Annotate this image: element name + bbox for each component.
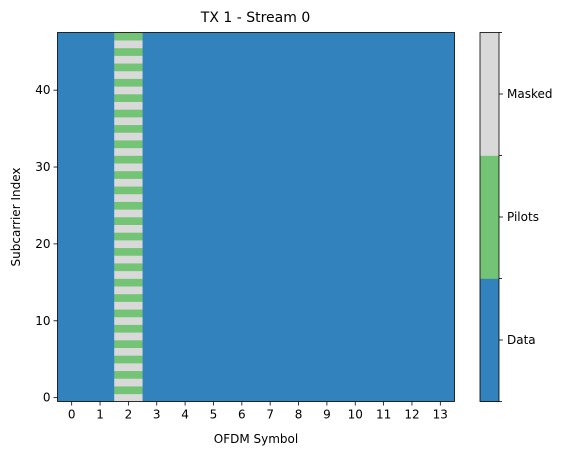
grid-cell	[114, 117, 143, 126]
x-tick-label: 13	[433, 408, 448, 422]
colorbar-label: Data	[507, 333, 536, 347]
grid-cell	[114, 340, 143, 348]
grid-cell	[114, 286, 143, 295]
y-tick-label: 10	[35, 314, 50, 328]
x-tick-label: 9	[323, 408, 331, 422]
grid-cell	[114, 255, 143, 264]
y-tick-label: 30	[35, 160, 50, 174]
x-tick-label: 0	[68, 408, 76, 422]
grid-cell	[114, 186, 143, 195]
grid-cell	[114, 270, 143, 279]
grid-cell	[114, 55, 143, 64]
grid-cell	[114, 224, 143, 233]
grid-cell	[114, 332, 143, 341]
grid-cell	[114, 355, 143, 364]
grid-cell	[114, 370, 143, 379]
grid-cell	[114, 32, 143, 41]
grid-cell	[114, 124, 143, 133]
grid-cell	[114, 78, 143, 87]
colorbar: Data Pilots Masked	[480, 32, 552, 402]
grid-cell	[114, 263, 143, 272]
grid-cell	[114, 217, 143, 225]
x-tick-label: 5	[210, 408, 218, 422]
x-tick-label: 3	[153, 408, 161, 422]
grid-cell	[114, 163, 143, 172]
grid-cell	[114, 363, 143, 372]
grid-cell	[114, 278, 143, 287]
grid-cell	[114, 393, 143, 402]
grid-cell	[114, 386, 143, 395]
grid-cell	[114, 301, 143, 310]
grid-cell	[114, 240, 143, 249]
grid-cell	[114, 155, 143, 164]
grid-cell	[114, 140, 143, 149]
x-tick-label: 12	[404, 408, 419, 422]
grid-cell	[114, 63, 143, 72]
y-tick-label: 0	[43, 391, 51, 405]
heatmap-cells	[57, 32, 455, 402]
x-tick-label: 4	[181, 408, 189, 422]
y-tick-label: 20	[35, 237, 50, 251]
grid-cell	[114, 101, 143, 110]
grid-cell	[114, 347, 143, 356]
x-axis-ticks: 0 1 2 3 4 5 6 7 8 9 10 11 12 13	[68, 401, 448, 422]
grid-cell	[114, 378, 143, 387]
x-tick-label: 7	[266, 408, 274, 422]
grid-cell	[114, 47, 143, 56]
x-axis-label: OFDM Symbol	[214, 432, 298, 446]
grid-cell	[114, 247, 143, 256]
grid-cell	[114, 232, 143, 241]
colorbar-segment-pilots	[480, 155, 499, 279]
colorbar-label: Masked	[507, 87, 552, 101]
plot-frame	[57, 32, 455, 402]
grid-cell	[114, 316, 143, 325]
x-tick-label: 8	[295, 408, 303, 422]
x-tick-label: 11	[376, 408, 391, 422]
y-axis-ticks: 0 10 20 30 40	[35, 83, 58, 405]
grid-cell	[114, 147, 143, 156]
grid-cell	[114, 201, 143, 210]
x-tick-label: 10	[348, 408, 363, 422]
chart-title: TX 1 - Stream 0	[200, 10, 310, 26]
grid-cell	[114, 193, 143, 202]
x-tick-label: 1	[96, 408, 104, 422]
grid-cell	[114, 293, 143, 302]
colorbar-frame	[479, 32, 500, 402]
grid-cell	[114, 309, 143, 318]
y-tick-label: 40	[35, 83, 50, 97]
grid-cell	[114, 70, 143, 79]
x-tick-label: 6	[238, 408, 246, 422]
grid-cell	[114, 94, 143, 102]
grid-cell	[114, 324, 143, 333]
colorbar-label: Pilots	[507, 210, 539, 224]
grid-cell	[114, 209, 143, 218]
y-axis-label: Subcarrier Index	[9, 168, 23, 267]
x-tick-label: 2	[125, 408, 133, 422]
grid-cell	[114, 178, 143, 187]
grid-cell	[114, 109, 143, 118]
grid-cell	[114, 170, 143, 179]
colorbar-segment-masked	[480, 32, 499, 156]
grid-cell	[114, 40, 143, 49]
grid-cell	[114, 86, 143, 95]
colorbar-segment-data	[480, 278, 499, 402]
grid-cell	[114, 132, 143, 141]
